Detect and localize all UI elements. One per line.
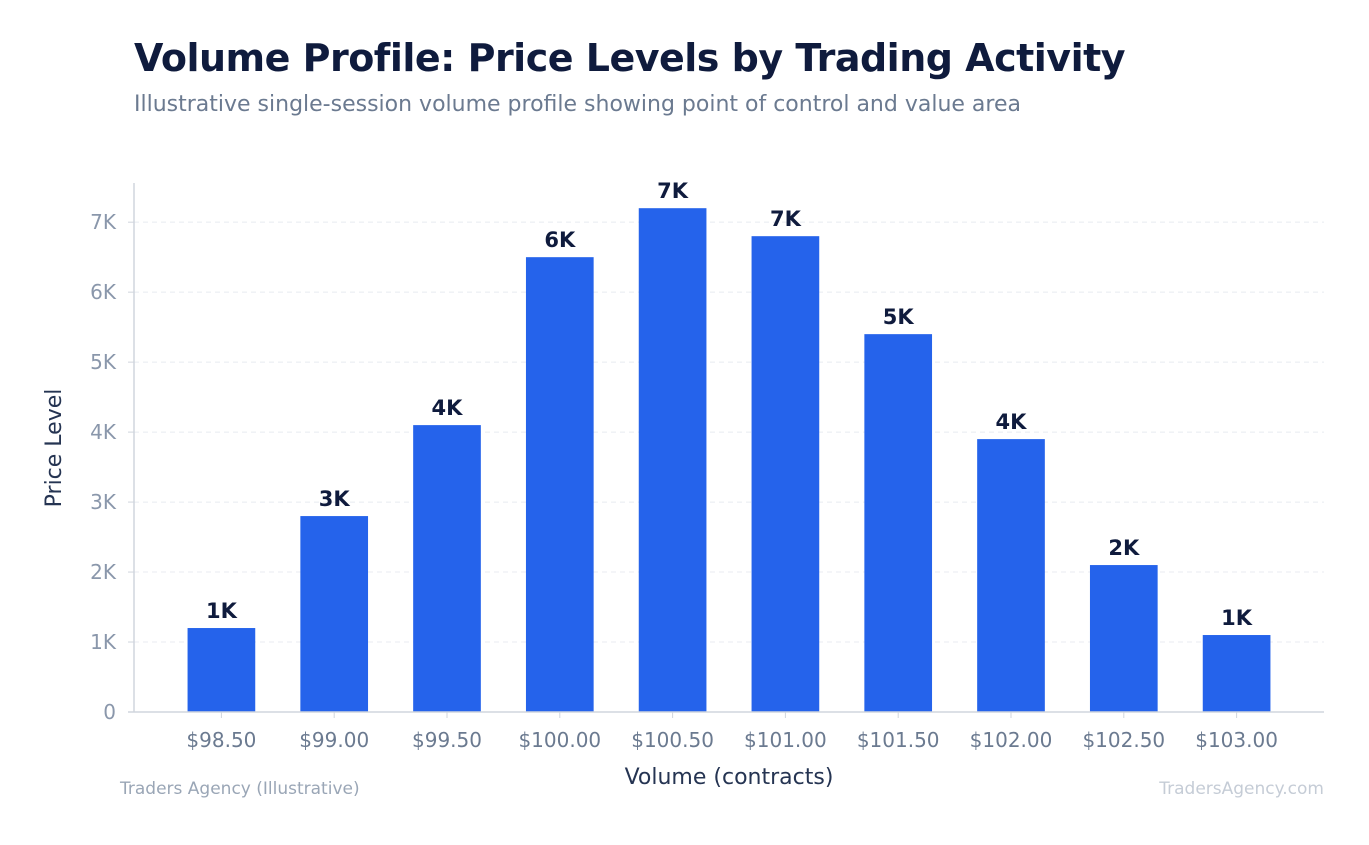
chart-title: Volume Profile: Price Levels by Trading … [134,36,1126,80]
bar [413,425,481,712]
bar [1202,635,1271,712]
x-tick-label: $100.00 [518,728,601,752]
y-tick-label: 0 [103,700,116,724]
data-label: 6K [544,228,576,252]
bar [300,516,369,712]
x-tick-label: $101.00 [744,728,827,752]
y-tick-label: 3K [90,490,117,514]
data-label: 1K [1221,606,1253,630]
bar [525,257,594,712]
x-tick-label: $99.00 [299,728,369,752]
y-tick-label: 4K [90,420,117,444]
y-tick-label: 5K [90,350,117,374]
watermark: TradersAgency.com [1159,779,1324,799]
y-tick-label: 2K [90,560,117,584]
data-label: 4K [432,396,464,420]
source-note: Traders Agency (Illustrative) [120,779,360,799]
y-tick-label: 7K [90,210,117,234]
bar [638,208,707,712]
bar [977,439,1045,712]
y-tick-label: 6K [90,280,117,304]
y-axis-label: Price Level [42,389,67,508]
x-tick-label: $101.50 [857,728,940,752]
data-label: 3K [319,487,351,511]
x-tick-label: $98.50 [186,728,256,752]
bar [187,628,256,712]
bar [751,236,820,712]
x-tick-label: $102.50 [1082,728,1165,752]
x-axis-label: Volume (contracts) [625,765,834,790]
x-tick-label: $103.00 [1195,728,1278,752]
y-axis-ticks: 0 1K 2K 3K 4K 5K 6K 7K [90,210,134,724]
data-label: 2K [1108,536,1140,560]
bar [864,334,933,712]
y-tick-label: 1K [90,630,117,654]
data-labels: 1K 3K 4K 6K 7K 7K 5K 4K 2K 1K [206,179,1253,630]
data-label: 7K [770,207,802,231]
x-tick-label: $102.00 [970,728,1053,752]
data-label: 5K [883,305,915,329]
data-label: 1K [206,599,238,623]
chart-subtitle: Illustrative single-session volume profi… [134,92,1021,117]
x-axis-ticks: $98.50 $99.00 $99.50 $100.00 $100.50 $101.00 $… [186,712,1278,752]
x-tick-label: $99.50 [412,728,482,752]
bars [187,208,1271,712]
data-label: 4K [996,410,1028,434]
x-tick-label: $100.50 [631,728,714,752]
data-label: 7K [657,179,689,203]
bar [1089,565,1158,712]
